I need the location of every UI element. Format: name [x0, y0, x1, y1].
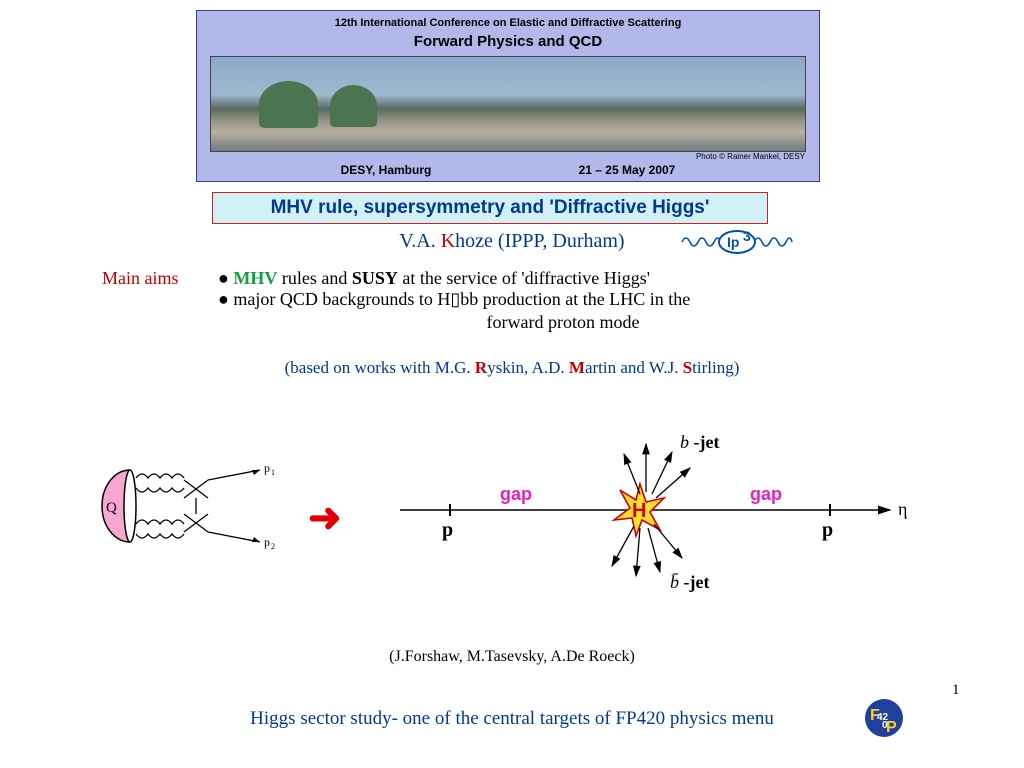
based-on-credits: (based on works with M.G. Ryskin, A.D. M… [0, 358, 1024, 378]
author-pre: V.A. [399, 230, 440, 252]
conference-banner: 12th International Conference on Elastic… [196, 10, 820, 182]
bullet-2b: forward proton mode [218, 312, 908, 333]
ip3-sup: 3 [743, 228, 751, 244]
p-left: p [442, 519, 453, 541]
b-jet-bottom: b̄ -jet [670, 572, 709, 592]
fp420-badge-icon: F P 42 0 [864, 698, 904, 738]
p1-label: p [264, 461, 270, 475]
svg-text:1: 1 [271, 468, 275, 477]
banner-venue: DESY, Hamburg [341, 163, 432, 177]
ip3-badge-icon: Ip 3 [680, 228, 794, 256]
mhv-word: MHV [233, 268, 277, 288]
banner-footer: DESY, Hamburg 21 – 25 May 2007 [197, 163, 819, 177]
slide-title: MHV rule, supersymmetry and 'Diffractive… [212, 192, 768, 224]
photo-credit: Photo © Rainer Mankel, DESY [197, 152, 805, 161]
b-jet-top: b -jet [680, 432, 719, 452]
page-number: 1 [952, 682, 960, 699]
qcd-diagram: Q p 1 p 2 [100, 440, 280, 570]
p2-label: p [264, 535, 270, 549]
implies-arrow-icon: ➜ [308, 494, 342, 541]
gap-right: gap [750, 484, 782, 504]
banner-dates: 21 – 25 May 2007 [579, 163, 676, 177]
author-rest: hoze (IPPP, Durham) [455, 230, 624, 252]
author-first-letter: K [441, 230, 455, 252]
extra-refs: (J.Forshaw, M.Tasevsky, A.De Roeck) [0, 648, 1024, 666]
svg-text:2: 2 [271, 542, 275, 551]
main-aims-label: Main aims [102, 268, 179, 289]
h-label: H [632, 500, 646, 522]
q-label: Q [106, 500, 117, 516]
higgs-diagram: η p p gap gap H b -jet b̄ -jet [380, 420, 920, 600]
gap-left: gap [500, 484, 532, 504]
susy-word: SUSY [352, 268, 398, 288]
banner-photo [210, 56, 806, 152]
eta-label: η [898, 499, 907, 519]
banner-line2: Forward Physics and QCD [197, 33, 819, 50]
ip3-label: Ip [727, 234, 739, 250]
svg-text:0: 0 [882, 720, 888, 731]
bullet-1: ● MHV rules and SUSY at the service of '… [218, 268, 908, 289]
p-right: p [822, 519, 833, 541]
bullet-2a: ● major QCD backgrounds to H▯bb producti… [218, 289, 908, 310]
bullets: ● MHV rules and SUSY at the service of '… [218, 268, 908, 333]
author-line: V.A. Khoze (IPPP, Durham) [0, 230, 1024, 253]
banner-line1: 12th International Conference on Elastic… [197, 17, 819, 29]
diagram-area: Q p 1 p 2 ➜ η p [0, 420, 1024, 600]
